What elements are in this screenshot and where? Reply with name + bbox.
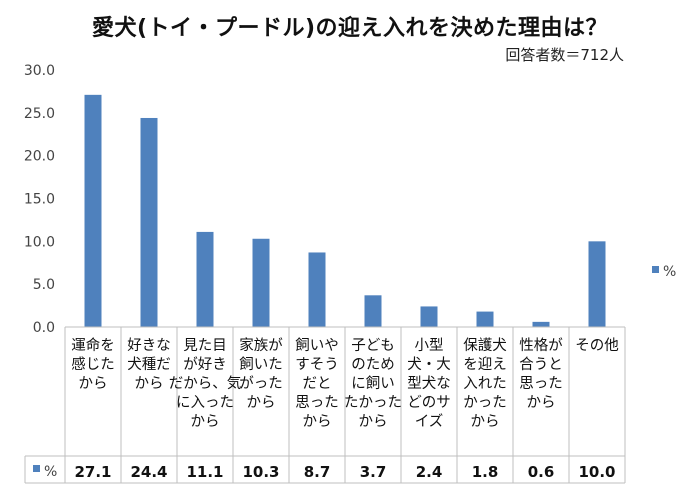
bar [196,231,214,327]
y-tick-label: 5.0 [33,277,55,293]
data-value-label: 10.0 [578,463,615,481]
bar [588,241,606,327]
data-value-label: 8.7 [304,463,331,481]
data-value-label: 1.8 [472,463,499,481]
data-value-label: 2.4 [416,463,443,481]
legend-key [652,266,659,273]
data-value-label: 0.6 [528,463,555,481]
y-tick-label: 25.0 [24,106,55,122]
y-tick-label: 15.0 [24,192,55,208]
table-legend-key [33,465,40,472]
x-category-label: 性格が合うと思ったから [519,337,563,411]
bar [532,321,550,327]
data-value-label: 24.4 [130,463,167,481]
chart-title: 愛犬(トイ・プードル)の迎え入れを決めた理由は？ [91,16,609,41]
bar [476,311,494,327]
bar [140,117,158,328]
y-tick-label: 30.0 [24,63,55,79]
bar [364,295,382,327]
x-category-label: 見た目が好きだから、気に入ったから [169,337,242,430]
data-value-label: 3.7 [360,463,387,481]
x-category-label: 小型犬・大型犬などのサイズ [407,337,451,430]
bar [252,238,270,327]
x-category-label: その他 [575,337,619,354]
table-series-label: % [44,464,57,480]
data-value-label: 27.1 [74,463,111,481]
bar [308,252,326,327]
data-value-label: 11.1 [186,463,223,481]
bar [84,94,102,328]
x-category-label: 家族が飼いたがったから [239,337,283,411]
y-tick-label: 20.0 [24,149,55,165]
x-category-label: 運命を感じたから [71,336,115,392]
x-category-label: 子どものために飼いたかったから [344,337,402,430]
chart-subtitle: 回答者数＝712人 [505,46,624,64]
x-category-label: 好きな犬種だから [127,337,171,392]
bar [420,306,438,327]
y-tick-label: 0.0 [33,320,55,336]
legend-label: % [663,264,676,280]
data-value-label: 10.3 [242,463,279,481]
x-category-label: 保護犬を迎え入れたかったから [463,337,507,430]
x-category-label: 飼いやすそうだと思ったから [295,337,339,430]
y-tick-label: 10.0 [24,234,55,250]
